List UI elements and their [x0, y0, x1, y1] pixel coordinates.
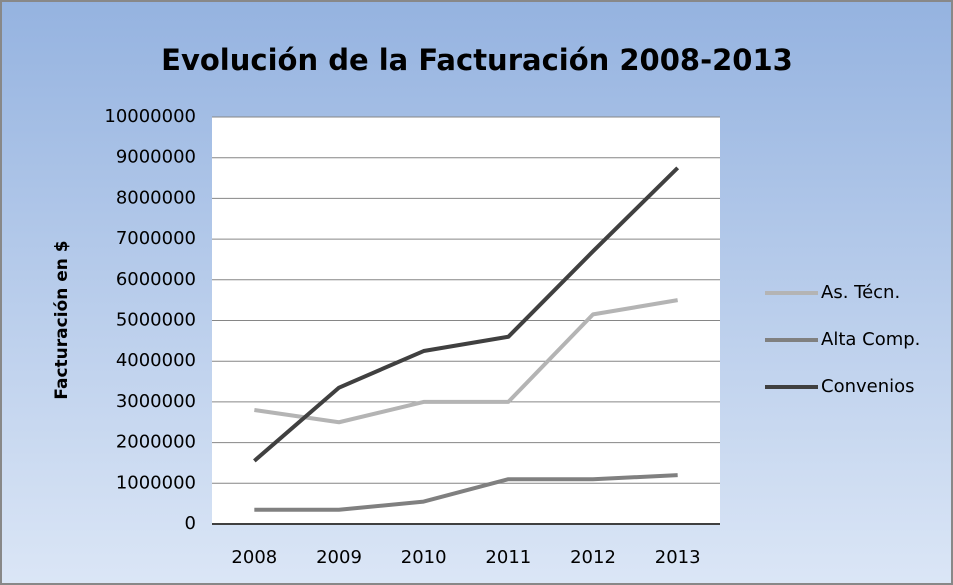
legend-label: Convenios: [821, 376, 915, 397]
y-tick-label: 10000000: [104, 106, 196, 127]
y-tick-label: 2000000: [116, 432, 196, 453]
y-axis-label: Facturación en $: [52, 240, 72, 399]
y-tick-label: 1000000: [116, 472, 196, 493]
x-tick-label: 2010: [401, 547, 447, 568]
chart-title: Evolución de la Facturación 2008-2013: [161, 43, 793, 77]
x-tick-label: 2008: [231, 547, 277, 568]
y-tick-label: 3000000: [116, 391, 196, 412]
legend-label: Alta Comp.: [821, 329, 920, 350]
x-tick-label: 2013: [655, 547, 701, 568]
series-line: [254, 473, 678, 512]
x-tick-label: 2009: [316, 547, 362, 568]
x-tick-label: 2011: [485, 547, 531, 568]
series-line: [254, 298, 678, 425]
legend-label: As. Técn.: [821, 282, 900, 303]
y-tick-label: 4000000: [116, 350, 196, 371]
y-tick-label: 7000000: [116, 228, 196, 249]
y-tick-label: 0: [185, 513, 196, 534]
y-tick-label: 6000000: [116, 269, 196, 290]
y-tick-label: 8000000: [116, 187, 196, 208]
series-line: [253, 166, 680, 463]
y-tick-label: 5000000: [116, 310, 196, 331]
y-tick-label: 9000000: [116, 147, 196, 168]
x-tick-label: 2012: [570, 547, 616, 568]
